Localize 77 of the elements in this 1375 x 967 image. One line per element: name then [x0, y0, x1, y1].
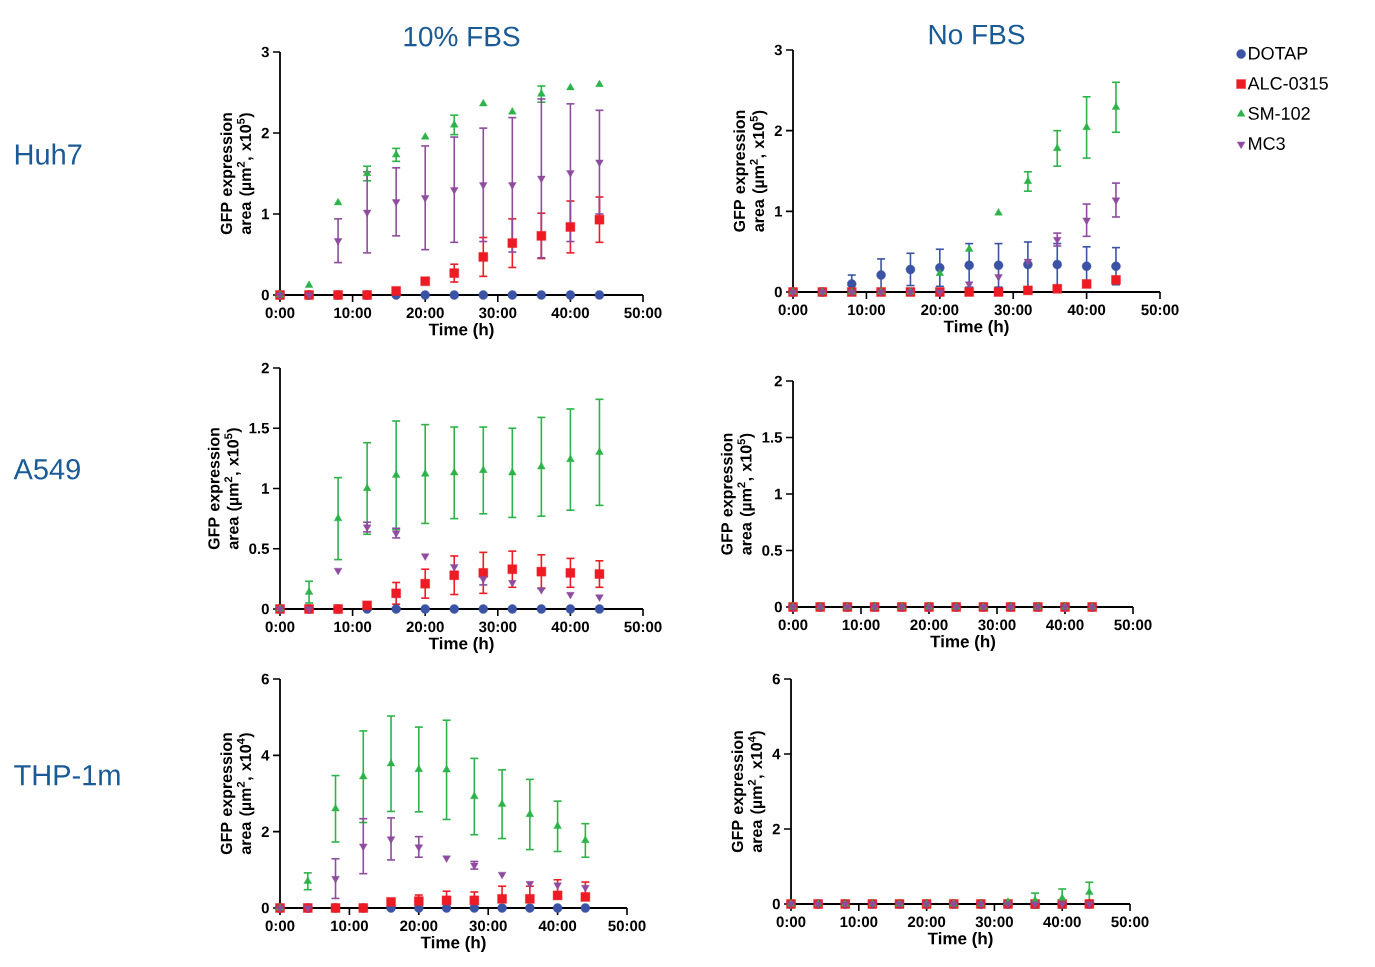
x-tick-label: 10:00: [848, 304, 885, 316]
x-tick-label: 30:00: [478, 621, 517, 633]
y-tick-label: 2: [774, 125, 782, 136]
y-tick-label: 2: [772, 823, 780, 835]
x-axis-title: Time (h): [420, 936, 486, 952]
y-tick-label: 0: [772, 898, 780, 910]
y-tick-label: 1: [775, 206, 783, 217]
chart-title: 10% FBS: [404, 26, 520, 47]
y-tick-label: 0: [774, 286, 782, 298]
y-tick-label: 0: [261, 289, 269, 301]
x-tick-label: 50:00: [1141, 304, 1179, 316]
legend-label: DOTAP: [1249, 46, 1308, 60]
y-tick-label: 2: [774, 375, 782, 387]
x-tick-label: 50:00: [624, 621, 662, 633]
x-tick-label: 20:00: [910, 619, 948, 631]
x-tick-label: 10:00: [840, 916, 878, 928]
text: Huh7: [15, 143, 82, 165]
x-tick-label: 50:00: [608, 920, 646, 932]
y-tick-label: 0: [774, 601, 782, 613]
y-tick-label: 1: [775, 488, 783, 500]
y-tick-label: 2: [261, 362, 269, 374]
x-tick-label: 30:00: [978, 619, 1016, 631]
x-tick-label: 30:00: [994, 304, 1032, 316]
x-axis-title: Time (h): [930, 635, 996, 651]
text: THP-1m: [14, 765, 120, 786]
x-tick-label: 0:00: [265, 307, 295, 319]
x-axis-title: Time (h): [927, 932, 993, 948]
x-tick-label: 10:00: [331, 920, 368, 932]
x-tick-label: 30:00: [469, 920, 507, 932]
y-tick-label: 6: [261, 673, 269, 685]
y-tick-label: 0.5: [762, 545, 783, 556]
x-tick-label: 0:00: [265, 621, 295, 633]
y-tick-label: 3: [261, 46, 269, 58]
x-tick-label: 30:00: [975, 916, 1013, 928]
x-axis-title: Time (h): [428, 323, 494, 339]
y-tick-label: 4: [772, 748, 781, 760]
x-tick-label: 50:00: [1111, 916, 1149, 928]
x-tick-label: 20:00: [406, 621, 444, 633]
x-axis-title: Time (h): [943, 320, 1009, 336]
x-tick-label: 50:00: [624, 307, 662, 319]
legend-label: MC3: [1249, 137, 1285, 150]
x-tick-label: 40:00: [551, 307, 589, 319]
x-tick-label: 0:00: [265, 920, 295, 932]
y-tick-label: 1.5: [762, 432, 783, 443]
y-tick-label: 2: [261, 127, 269, 139]
y-tick-label: 1.5: [249, 423, 270, 434]
x-tick-label: 40:00: [1067, 304, 1106, 316]
x-tick-label: 20:00: [400, 920, 438, 932]
y-tick-label: 3: [774, 44, 782, 56]
x-tick-label: 40:00: [551, 621, 589, 633]
x-tick-label: 20:00: [921, 304, 959, 316]
x-tick-label: 50:00: [1114, 619, 1152, 631]
x-tick-label: 20:00: [406, 307, 444, 319]
x-tick-label: 0:00: [778, 304, 808, 316]
legend-label: ALC-0315: [1247, 77, 1328, 90]
y-tick-label: 6: [772, 673, 780, 685]
y-tick-label: 2: [261, 826, 269, 837]
x-tick-label: 40:00: [538, 920, 577, 932]
legend-label: SM-102: [1248, 107, 1310, 120]
x-tick-label: 10:00: [334, 621, 372, 633]
y-tick-label: 0: [261, 603, 269, 615]
y-tick-label: 1: [262, 208, 270, 220]
text: A549: [13, 458, 80, 480]
x-tick-label: 0:00: [776, 916, 806, 928]
x-tick-label: 40:00: [1046, 619, 1084, 631]
x-tick-label: 20:00: [907, 916, 946, 928]
x-tick-label: 0:00: [778, 619, 808, 631]
y-tick-label: 4: [261, 750, 270, 761]
x-tick-label: 40:00: [1043, 916, 1081, 928]
y-tick-label: 1: [262, 483, 270, 494]
x-axis-title: Time (h): [428, 637, 494, 653]
x-tick-label: 30:00: [478, 307, 517, 319]
x-tick-label: 10:00: [334, 307, 372, 319]
y-tick-label: 0.5: [249, 543, 270, 555]
y-tick-label: 0: [261, 902, 269, 914]
x-tick-label: 10:00: [842, 619, 880, 631]
chart-title: No FBS: [929, 24, 1025, 45]
